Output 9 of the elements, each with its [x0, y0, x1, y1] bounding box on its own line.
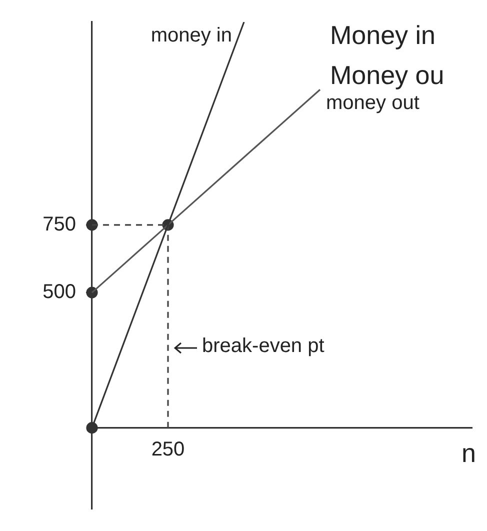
- series-label: money in: [150, 24, 232, 47]
- annotation: break-even pt: [202, 335, 325, 358]
- y-tick-label: 750: [42, 213, 76, 236]
- series-label: money out: [326, 92, 420, 114]
- annotation: Money in: [330, 20, 436, 51]
- y-tick-label: 500: [42, 281, 76, 304]
- x-axis-title: n: [462, 438, 476, 468]
- x-tick-label: 250: [151, 438, 185, 460]
- annotation: Money ou: [330, 60, 444, 91]
